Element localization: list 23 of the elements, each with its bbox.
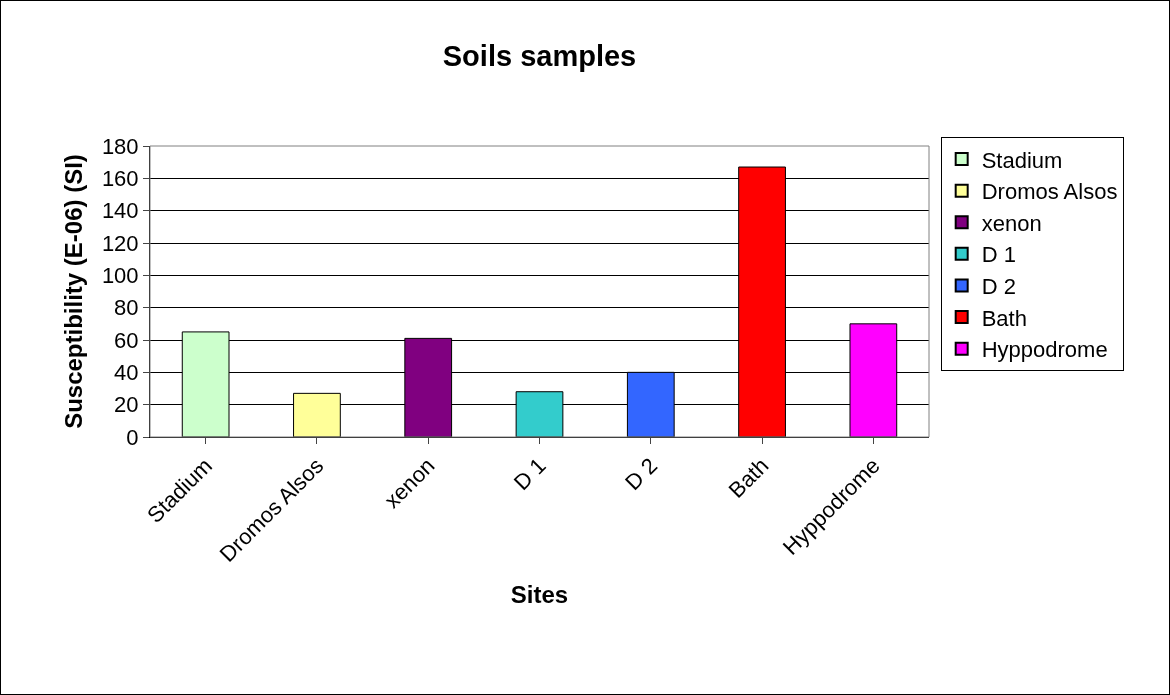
legend-label: Bath <box>981 305 1027 331</box>
x-tick-label: D 1 <box>508 453 551 495</box>
y-tick-label: 140 <box>101 198 139 224</box>
y-axis-title: Susceptibility (E-06) (SI) <box>59 154 87 429</box>
legend-label: Stadium <box>981 147 1063 173</box>
chart-title: Soils samples <box>442 40 637 73</box>
legend-label: Hyppodrome <box>981 337 1108 363</box>
y-tick-label: 20 <box>114 392 139 418</box>
y-tick-label: 60 <box>114 327 139 353</box>
legend-label: Dromos Alsos <box>981 179 1118 205</box>
x-tick-label: Bath <box>723 453 774 503</box>
x-axis-title: Sites <box>510 580 569 608</box>
legend-label: D 1 <box>981 242 1016 268</box>
y-tick-label: 120 <box>101 230 139 256</box>
y-tick-label: 160 <box>101 166 139 192</box>
x-tick-label: D 2 <box>620 453 663 495</box>
legend-label: D 2 <box>981 274 1016 300</box>
y-tick-label: 100 <box>101 263 139 289</box>
y-tick-label: 40 <box>114 360 139 386</box>
legend-label: xenon <box>981 210 1042 236</box>
y-tick-label: 0 <box>126 424 139 450</box>
y-tick-label: 80 <box>114 295 139 321</box>
y-tick-label: 180 <box>101 133 139 159</box>
